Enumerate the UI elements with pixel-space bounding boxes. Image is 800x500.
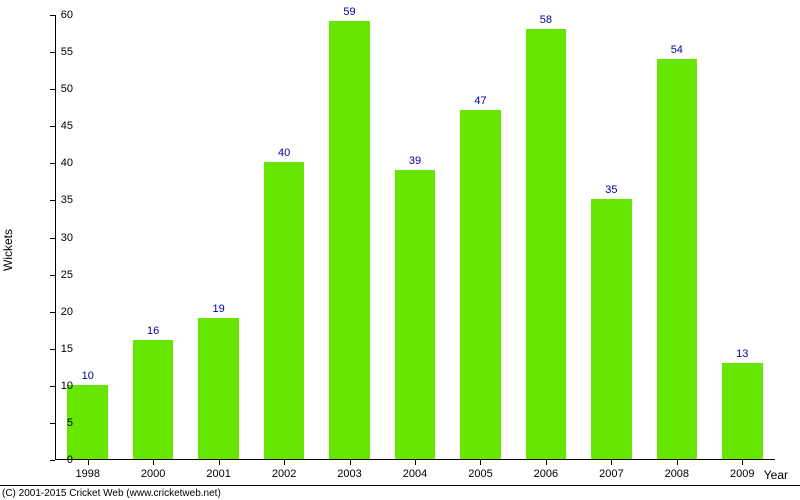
bar [329,21,370,459]
y-tick-label: 30 [43,232,73,244]
x-tick [480,460,481,465]
x-tick-label: 2006 [534,468,558,480]
y-axis-title: Wickets [1,229,15,271]
bar [460,110,501,459]
x-tick-label: 2005 [468,468,492,480]
x-tick-label: 2002 [272,468,296,480]
x-tick-label: 2007 [599,468,623,480]
y-tick-label: 55 [43,46,73,58]
y-tick-label: 40 [43,157,73,169]
x-tick-label: 2009 [730,468,754,480]
x-tick [88,460,89,465]
bar [264,162,305,459]
y-tick-label: 20 [43,306,73,318]
x-tick-label: 2000 [141,468,165,480]
plot-area: 1019981620001920014020025920033920044720… [55,15,775,460]
y-tick-label: 15 [43,343,73,355]
x-tick [546,460,547,465]
bar [133,340,174,459]
bar-value-label: 16 [147,325,159,337]
bar-value-label: 35 [605,184,617,196]
x-tick [219,460,220,465]
x-tick-label: 2001 [206,468,230,480]
x-tick-label: 2003 [337,468,361,480]
x-tick [677,460,678,465]
y-tick-label: 35 [43,194,73,206]
x-tick [153,460,154,465]
chart-container: 10 1998 16 2000 19 2001 40 2002 59 2003 39 2004 47 20… [0,0,800,500]
bar [591,199,632,459]
bar-value-label: 47 [474,95,486,107]
x-tick [350,460,351,465]
bar [67,385,108,459]
x-tick-label: 2004 [403,468,427,480]
y-tick-label: 0 [43,454,73,466]
bar [657,59,698,460]
x-axis-title: Year [764,468,788,482]
bar [198,318,239,459]
bar-value-label: 59 [343,6,355,18]
copyright-text: (C) 2001-2015 Cricket Web (www.cricketwe… [2,488,221,499]
x-tick-label: 2008 [665,468,689,480]
x-tick [415,460,416,465]
x-tick [284,460,285,465]
y-tick-label: 10 [43,380,73,392]
x-tick [611,460,612,465]
bar-value-label: 19 [213,303,225,315]
y-tick-label: 50 [43,83,73,95]
bar-value-label: 39 [409,155,421,167]
x-tick [742,460,743,465]
bar-value-label: 40 [278,147,290,159]
bar-value-label: 54 [671,44,683,56]
bar [395,170,436,459]
x-tick-label: 1998 [75,468,99,480]
bar-value-label: 10 [82,370,94,382]
bar-value-label: 58 [540,14,552,26]
copyright-footer: (C) 2001-2015 Cricket Web (www.cricketwe… [0,485,800,500]
y-tick-label: 25 [43,269,73,281]
bar [722,363,763,459]
y-tick-label: 60 [43,9,73,21]
bar-value-label: 13 [736,348,748,360]
y-tick-label: 5 [43,417,73,429]
bar [526,29,567,459]
y-tick-label: 45 [43,120,73,132]
